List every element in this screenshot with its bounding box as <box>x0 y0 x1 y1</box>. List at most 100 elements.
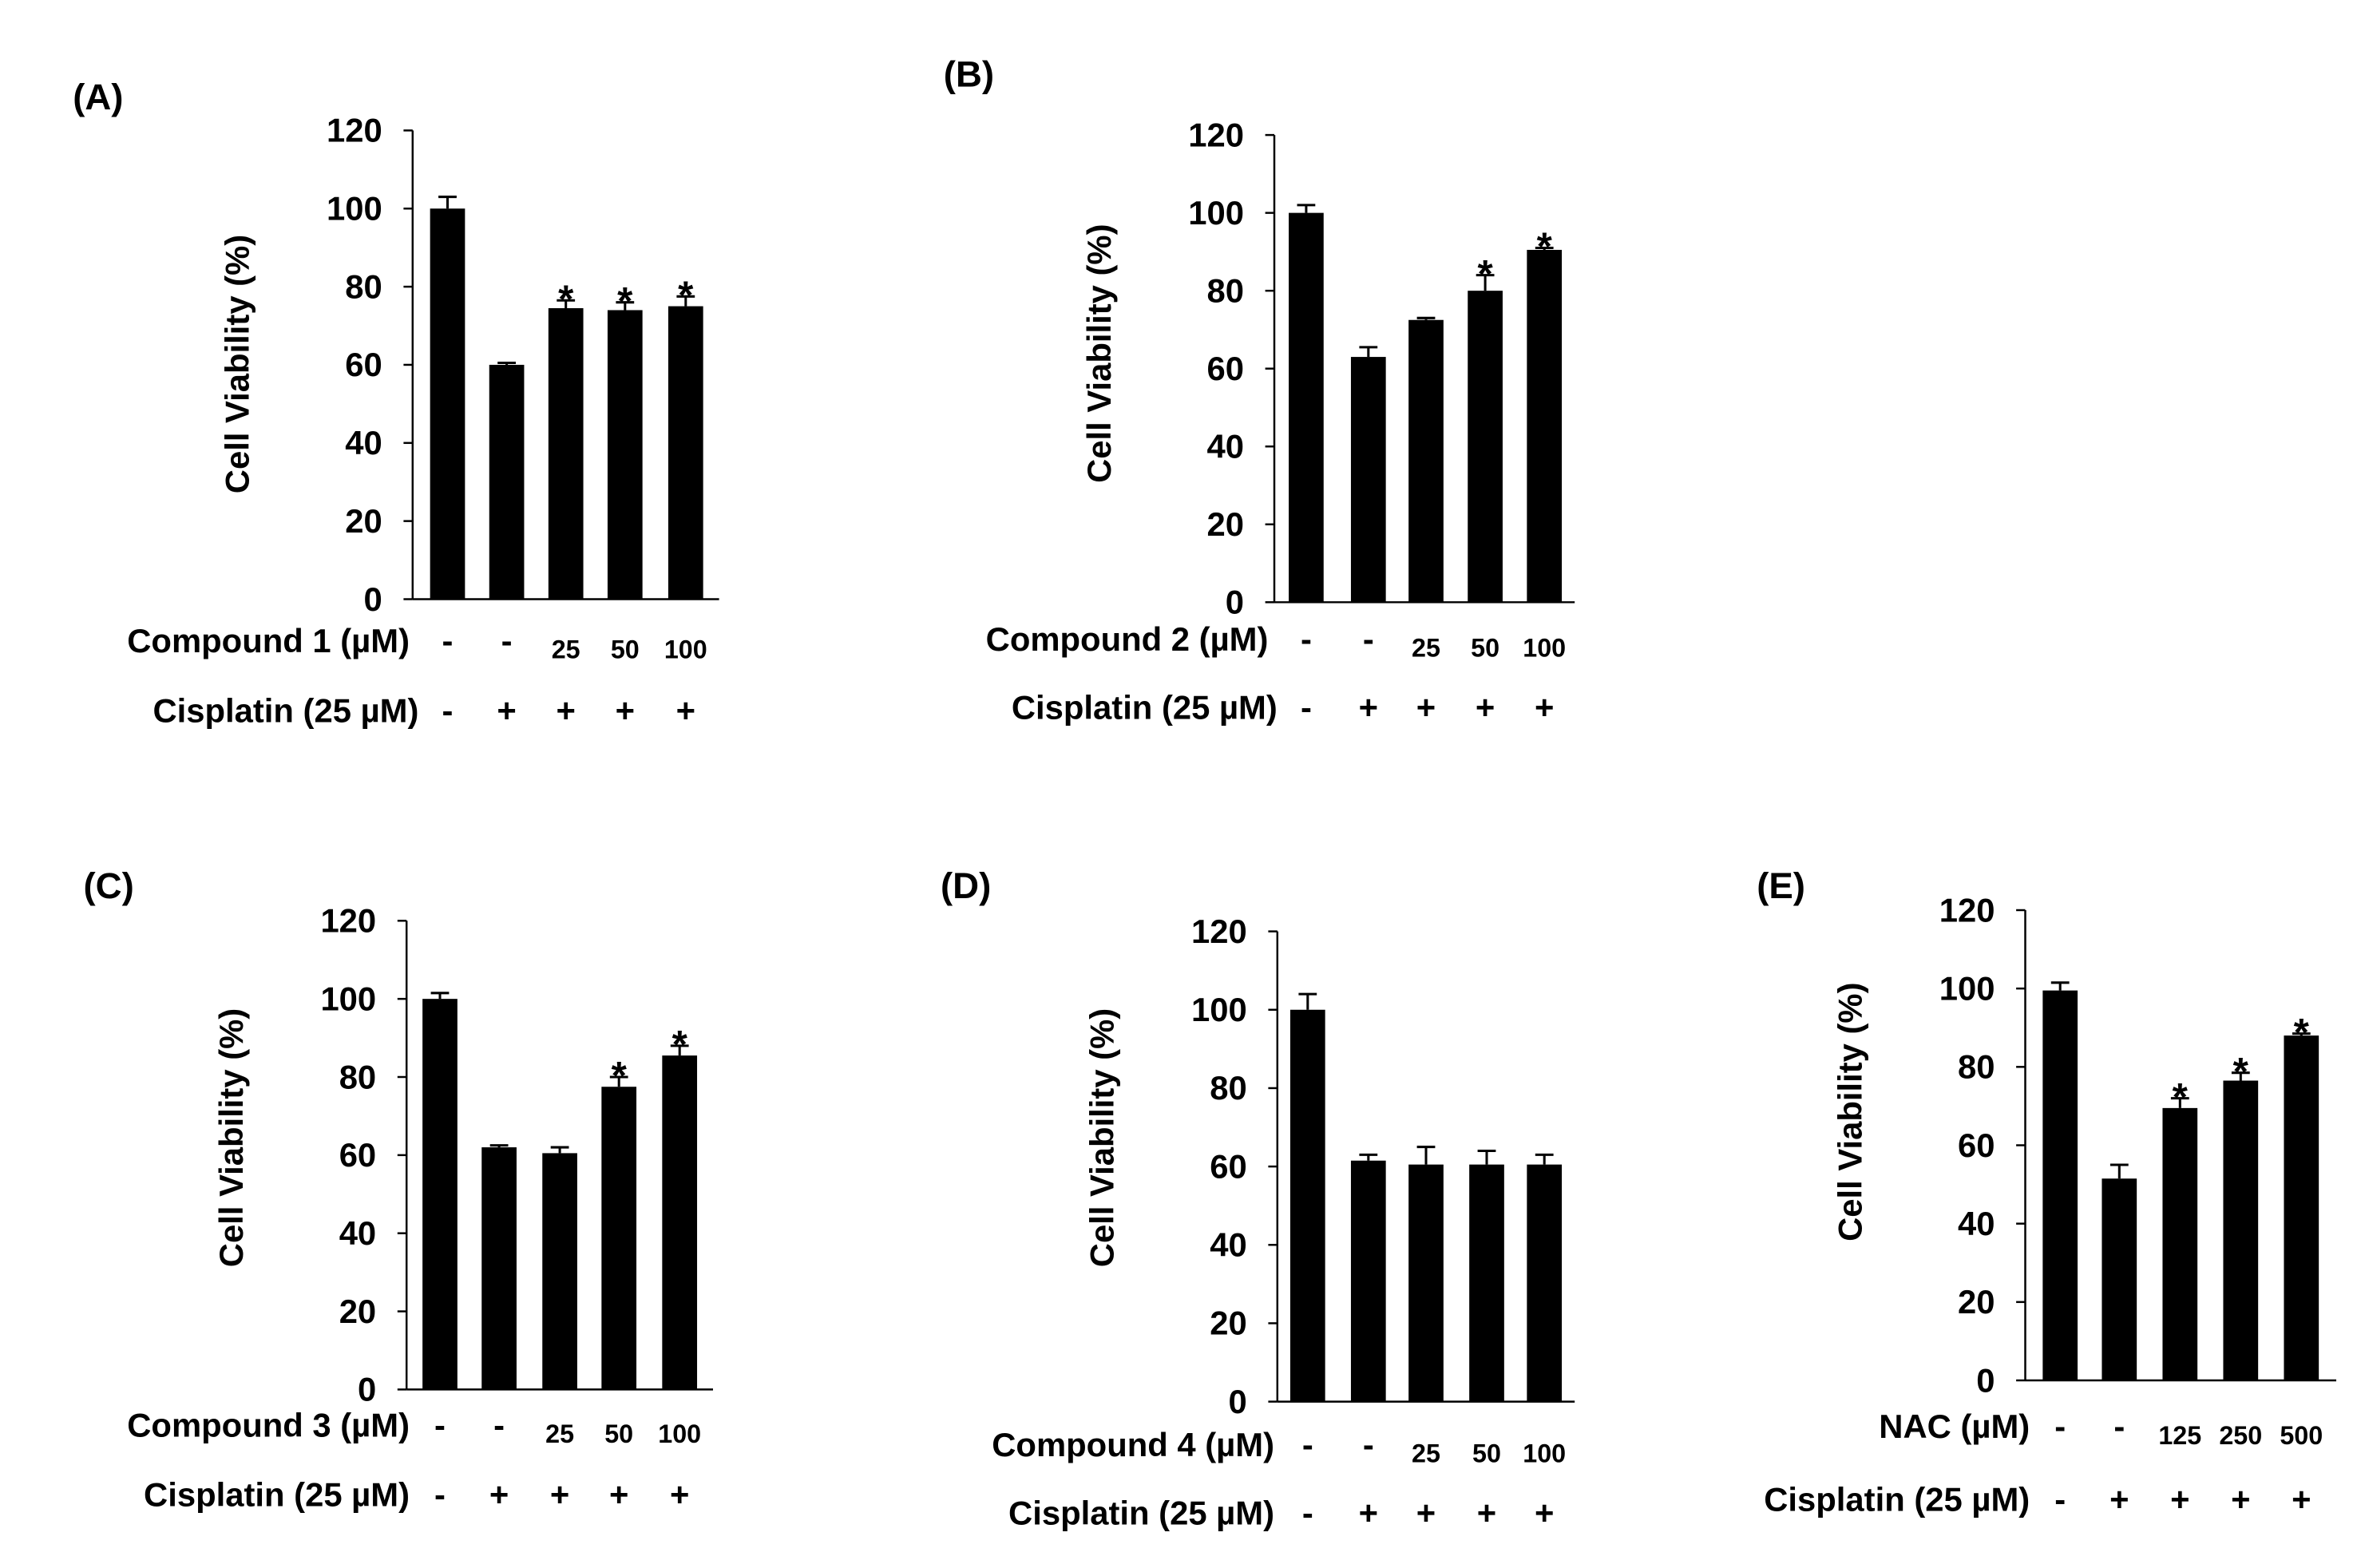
row2-value: + <box>1359 1495 1378 1532</box>
y-axis-title: Cell Viability (%) <box>1083 1008 1121 1267</box>
row2-value: - <box>2054 1480 2066 1518</box>
bar <box>1289 212 1324 603</box>
row2-value: + <box>556 691 575 729</box>
row1-value: 25 <box>552 636 580 664</box>
panel-d: (D) 0 20 40 60 80 100 120 Cell Viability (%) Comp… <box>941 865 1575 1532</box>
y-tick-label: 100 <box>1939 969 1995 1007</box>
significance-marker: * <box>1537 225 1553 269</box>
y-tick-label: 40 <box>1207 427 1245 465</box>
significance-marker: * <box>612 1054 628 1098</box>
bar <box>422 999 458 1390</box>
bar <box>542 1153 577 1390</box>
bar <box>1468 291 1503 603</box>
row2-value: + <box>2170 1480 2189 1518</box>
y-tick-label: 60 <box>345 346 382 383</box>
row1-value: - <box>1363 620 1374 658</box>
y-axis-title: Cell Viability (%) <box>1080 224 1118 482</box>
y-tick-label: 100 <box>320 980 376 1017</box>
row1-value: - <box>2113 1408 2125 1445</box>
row1-value: - <box>501 622 513 659</box>
bar <box>1289 1009 1325 1402</box>
row2-label: Cisplatin (25 µM) <box>153 691 418 729</box>
panel-label: (D) <box>941 865 991 906</box>
bar <box>662 1055 698 1390</box>
row2-value: - <box>1301 689 1312 727</box>
row2-value: + <box>616 691 635 729</box>
row2-label: Cisplatin (25 µM) <box>1764 1480 2030 1518</box>
row2-value: + <box>2231 1480 2250 1518</box>
row1-label: Compound 2 (µM) <box>986 620 1269 658</box>
y-tick-label: 0 <box>358 1371 376 1408</box>
bar <box>1469 1164 1504 1402</box>
y-tick-label: 40 <box>1210 1226 1247 1264</box>
bar <box>2284 1035 2319 1380</box>
y-tick-label: 80 <box>1207 271 1245 309</box>
significance-marker: * <box>617 279 633 323</box>
row1-value: 100 <box>658 1420 701 1448</box>
bar <box>1408 1164 1444 1402</box>
y-tick-label: 120 <box>1939 891 1995 929</box>
y-tick-label: 60 <box>1958 1127 1995 1164</box>
bar <box>2223 1080 2259 1380</box>
y-tick-label: 60 <box>339 1136 377 1174</box>
row1-value: - <box>493 1406 505 1443</box>
y-tick-label: 20 <box>345 502 382 540</box>
row1-value: - <box>442 622 454 659</box>
y-tick-label: 40 <box>339 1214 377 1252</box>
bar <box>2042 990 2078 1380</box>
y-tick-label: 120 <box>320 902 376 940</box>
row2-value: + <box>1416 689 1436 727</box>
y-tick-label: 80 <box>345 267 382 305</box>
row2-value: + <box>1416 1495 1436 1532</box>
row1-label: Compound 1 (µM) <box>127 622 410 659</box>
y-tick-label: 120 <box>1191 913 1247 950</box>
panel-label: (B) <box>944 53 994 94</box>
bar <box>607 310 643 600</box>
row1-label: Compound 4 (µM) <box>992 1426 1274 1463</box>
row2-value: + <box>1535 689 1554 727</box>
row1-value: 100 <box>1523 634 1566 663</box>
y-tick-label: 0 <box>1976 1361 1995 1399</box>
significance-marker: * <box>1477 252 1493 296</box>
panel-b: (B) 0 20 40 60 80 100 120 Cell Viability (%) * * Co… <box>944 53 1575 727</box>
y-tick-label: 0 <box>364 580 382 618</box>
row2-value: + <box>2109 1480 2129 1518</box>
y-tick-label: 40 <box>1958 1205 1995 1242</box>
y-tick-label: 120 <box>1188 116 1244 153</box>
row2-value: + <box>1477 1495 1496 1532</box>
row2-value: + <box>1535 1495 1554 1532</box>
y-tick-label: 40 <box>345 424 382 461</box>
row2-label: Cisplatin (25 µM) <box>1012 689 1278 727</box>
bar <box>1408 319 1444 603</box>
bar <box>2162 1107 2198 1380</box>
bar <box>481 1147 517 1390</box>
y-tick-label: 20 <box>1958 1283 1995 1321</box>
bar <box>1527 249 1563 603</box>
row1-label: NAC (µM) <box>1879 1408 2030 1445</box>
row1-value: - <box>1302 1426 1313 1463</box>
row2-value: - <box>442 691 454 729</box>
row2-value: + <box>550 1476 569 1514</box>
row1-value: 250 <box>2219 1421 2262 1450</box>
panel-label: (C) <box>84 865 134 906</box>
significance-marker: * <box>672 1023 688 1067</box>
significance-marker: * <box>2294 1011 2310 1055</box>
row2-value: + <box>670 1476 689 1514</box>
row1-value: 50 <box>611 636 640 664</box>
bar <box>2102 1178 2137 1380</box>
panel-label: (A) <box>73 77 123 117</box>
row2-label: Cisplatin (25 µM) <box>144 1476 410 1514</box>
row1-value: 25 <box>1412 634 1440 663</box>
bar <box>1350 1160 1386 1402</box>
row1-value: - <box>1363 1426 1374 1463</box>
row1-value: 50 <box>1471 634 1499 663</box>
y-axis-title: Cell Viability (%) <box>1831 982 1868 1241</box>
row2-value: - <box>434 1476 446 1514</box>
row2-value: + <box>489 1476 509 1514</box>
row1-label: Compound 3 (µM) <box>127 1406 410 1443</box>
y-tick-label: 100 <box>1188 194 1244 232</box>
row1-value: 500 <box>2280 1421 2323 1450</box>
row2-value: + <box>609 1476 628 1514</box>
row1-value: 50 <box>604 1420 633 1448</box>
